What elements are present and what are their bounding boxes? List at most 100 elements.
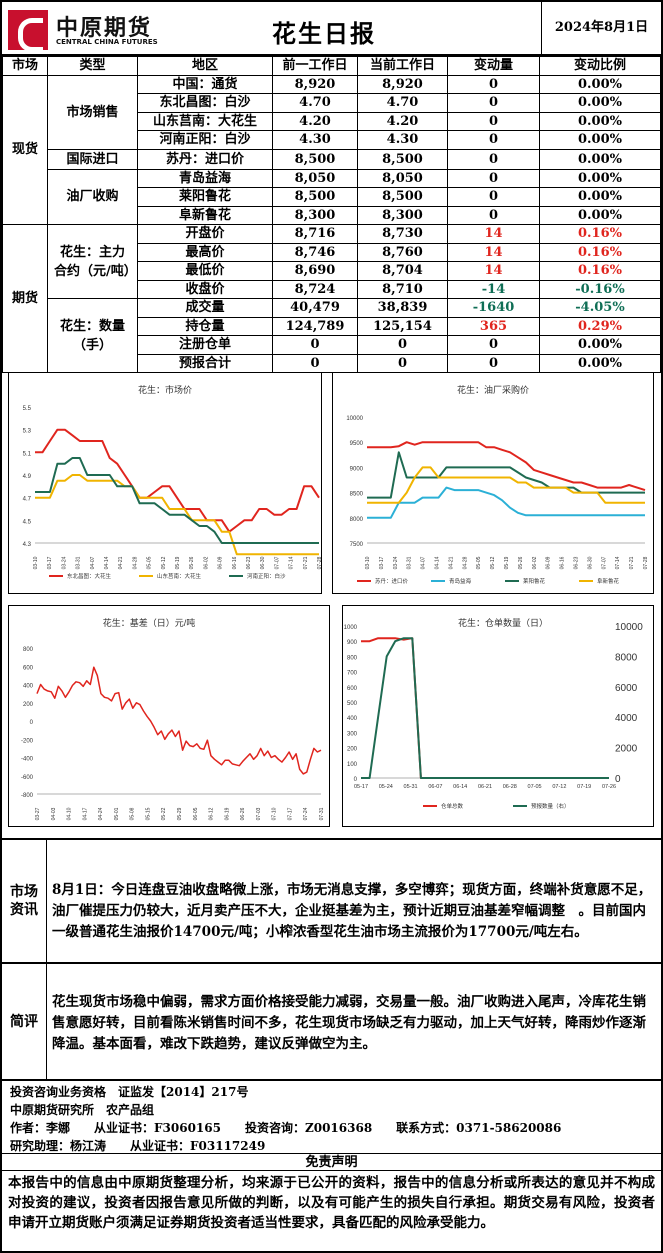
region-cell: 注册仓单 [137,335,273,355]
pct-cell: 0.29% [539,316,661,336]
pct-cell: -4.05% [539,298,661,318]
logo-cn: 中原期货 [56,16,153,41]
x-tick-label: 07-10 [272,807,278,820]
x-tick-label: 06-23 [246,556,252,569]
x-tick-label: 06-26 [240,807,246,820]
x-tick-label: 07-31 [319,807,325,820]
curr-cell: 8,710 [357,279,448,299]
chg-cell: 14 [447,242,540,262]
prev-cell: 8,716 [272,224,358,244]
series-line-3 [367,466,645,504]
y-tick-label: 700 [347,671,358,677]
y-tick-label: 5.3 [23,429,32,435]
x-tick-label: 06-07 [428,784,442,790]
company-logo: 中原期货 CENTRAL CHINA FUTURES [8,10,168,52]
chg-cell: 0 [447,168,540,188]
type-cell: 油厂收购 [47,168,138,225]
curr-cell: 8,300 [357,205,448,225]
table-row: 阜新鲁花 8,300 8,300 0 0.00% [3,205,661,225]
series-line-0 [36,666,322,775]
x-tick-label: 03-27 [35,807,41,820]
curr-cell: 4.20 [357,111,448,131]
pct-cell: 0.00% [539,93,661,113]
chg-cell: 14 [447,224,540,244]
x-tick-label: 05-26 [518,556,524,569]
x-tick-label: 07-14 [289,556,295,569]
y-tick-label: -800 [21,793,34,799]
y-tick-label: 4.3 [23,542,32,548]
y-tick-label: 8500 [350,492,364,498]
pct-cell: 0.00% [539,187,661,207]
x-tick-label: 04-07 [90,556,96,569]
x-tick-label: 04-28 [132,556,138,569]
x-tick-label: 07-07 [274,556,280,569]
y-tick-label: 1000 [344,625,358,631]
pct-cell: 0.00% [539,148,661,170]
assistant-line: 研究助理：杨江涛 从业证书：F03117249 [10,1139,266,1153]
chart-market-price: 花生：市场价 5.5 5.3 5.1 4.9 4.7 4.5 4.3 03-10 03-17 03-… [8,372,322,594]
x-tick-label: 07-28 [643,556,649,569]
chart-title: 花生：基差（日）元/吨 [103,617,196,628]
x-tick-label: 06-21 [478,784,492,790]
x-tick-label: 03-31 [407,556,413,569]
x-tick-label: 05-19 [504,556,510,569]
prev-cell: 8,300 [272,205,358,225]
x-tick-label: 05-31 [404,784,418,790]
x-tick-label: 06-16 [232,556,238,569]
region-cell: 最低价 [137,261,273,281]
x-tick-label: 04-24 [98,807,104,820]
curr-cell: 8,704 [357,261,448,281]
region-cell: 莱阳鲁花 [137,187,273,207]
type-cell: 国际进口 [47,148,138,170]
x-tick-label: 05-12 [161,556,167,569]
table-row: 河南正阳：白沙 4.30 4.30 0 0.00% [3,130,661,150]
x-tick-label: 03-17 [47,556,53,569]
region-cell: 最高价 [137,242,273,262]
review-label: 简评 [2,964,47,1079]
x-tick-label: 06-19 [224,807,230,820]
curr-cell: 8,730 [357,224,448,244]
y-tick-label: 800 [347,655,358,661]
x-tick-label: 07-14 [615,556,621,569]
market-cell: 期货 [2,224,48,373]
pct-cell: 0.00% [539,168,661,188]
x-tick-label: 07-21 [629,556,635,569]
legend-label-0: 东北昌图：大花生 [67,572,112,580]
prev-cell: 8,500 [272,187,358,207]
y-tick-label: 500 [347,701,358,707]
chart-title: 花生：油厂采购价 [457,384,529,395]
legend-label-3: 阜新鲁花 [597,577,620,585]
chg-cell: 14 [447,261,540,281]
y-tick-label: 300 [347,731,358,737]
y2-tick-label: 4000 [615,713,638,724]
series-line-2 [367,451,645,499]
y-tick-label: 900 [347,640,358,646]
region-cell: 山东莒南：大花生 [137,111,273,131]
chg-cell: -1640 [447,298,540,318]
x-tick-label: 05-08 [130,807,136,820]
charts-area: 花生：市场价 5.5 5.3 5.1 4.9 4.7 4.5 4.3 03-10 03-17 03-… [2,368,661,838]
market-news-label: 市场资讯 [2,840,47,962]
table-row: 山东莒南：大花生 4.20 4.20 0 0.00% [3,111,661,131]
pct-cell: 0.16% [539,242,661,262]
prev-cell: 0 [272,335,358,355]
curr-cell: 8,500 [357,187,448,207]
x-tick-label: 05-05 [147,556,153,569]
type-cell: 花生：主力合约（元/吨） [47,224,138,299]
y-tick-label: 8000 [350,517,364,523]
x-tick-label: 04-10 [67,807,73,820]
x-tick-label: 05-12 [490,556,496,569]
license-line: 投资咨询业务资格 证监发【2014】217号 [10,1085,249,1099]
x-tick-label: 06-14 [453,784,467,790]
x-tick-label: 07-26 [602,784,616,790]
x-tick-label: 06-09 [218,556,224,569]
y-tick-label: 600 [23,665,34,671]
logo-en: CENTRAL CHINA FUTURES [56,38,158,46]
pct-cell: 0.00% [539,74,661,94]
chg-cell: 0 [447,93,540,113]
x-tick-label: 06-09 [546,556,552,569]
region-cell: 河南正阳：白沙 [137,130,273,150]
table-row: 花生：数量（手） 成交量 40,479 38,839 -1640 -4.05% [3,298,661,373]
pct-cell: 0.00% [539,205,661,225]
y-tick-label: 200 [23,702,34,708]
